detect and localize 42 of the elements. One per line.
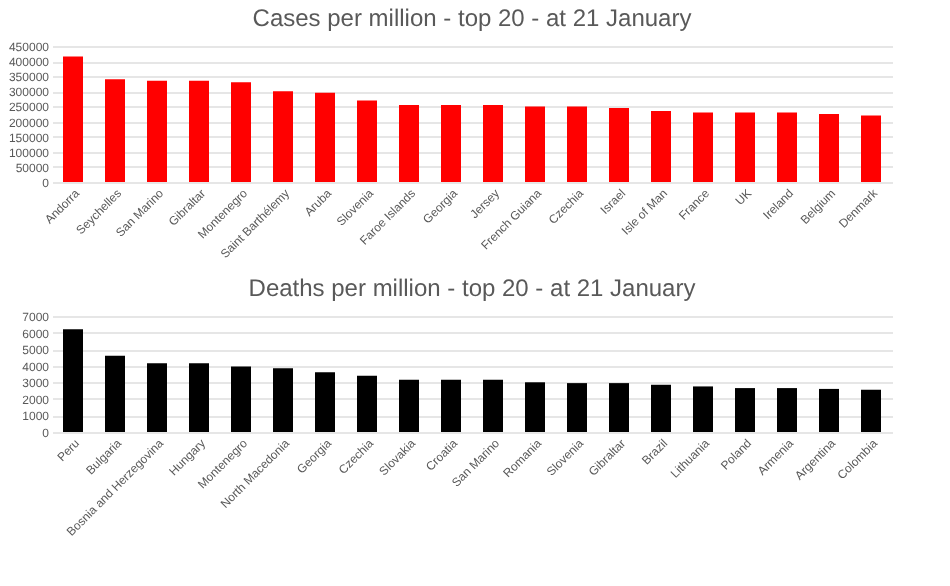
bar [525,382,545,432]
bar [861,115,881,182]
bar [609,383,629,432]
bar [483,104,503,182]
bar [357,375,377,432]
bar [147,363,167,432]
bar [105,355,125,432]
bar [315,92,335,182]
bar [819,114,839,182]
bar [357,100,377,182]
bar [63,329,83,432]
bar [273,91,293,182]
bar [567,106,587,182]
bar [231,82,251,182]
chart-title: Cases per million - top 20 - at 21 January [252,4,692,32]
bar [735,388,755,432]
bar [441,379,461,432]
bar [693,386,713,432]
bar [147,80,167,182]
bar [399,104,419,182]
bar [105,79,125,182]
bar [273,368,293,432]
chart-title: Deaths per million - top 20 - at 21 January [248,274,696,302]
bar [189,80,209,182]
bar [441,104,461,182]
bar [861,389,881,432]
bar [693,112,713,182]
bar [63,56,83,182]
bar [483,379,503,432]
bar [189,363,209,432]
bar [609,107,629,182]
bar [735,112,755,182]
bar [525,106,545,182]
bar [777,112,797,182]
bar [651,110,671,182]
bar [651,384,671,432]
bar [819,388,839,432]
bar [399,379,419,432]
bar [567,383,587,432]
bar [231,366,251,432]
bar [315,372,335,432]
bar [777,388,797,432]
